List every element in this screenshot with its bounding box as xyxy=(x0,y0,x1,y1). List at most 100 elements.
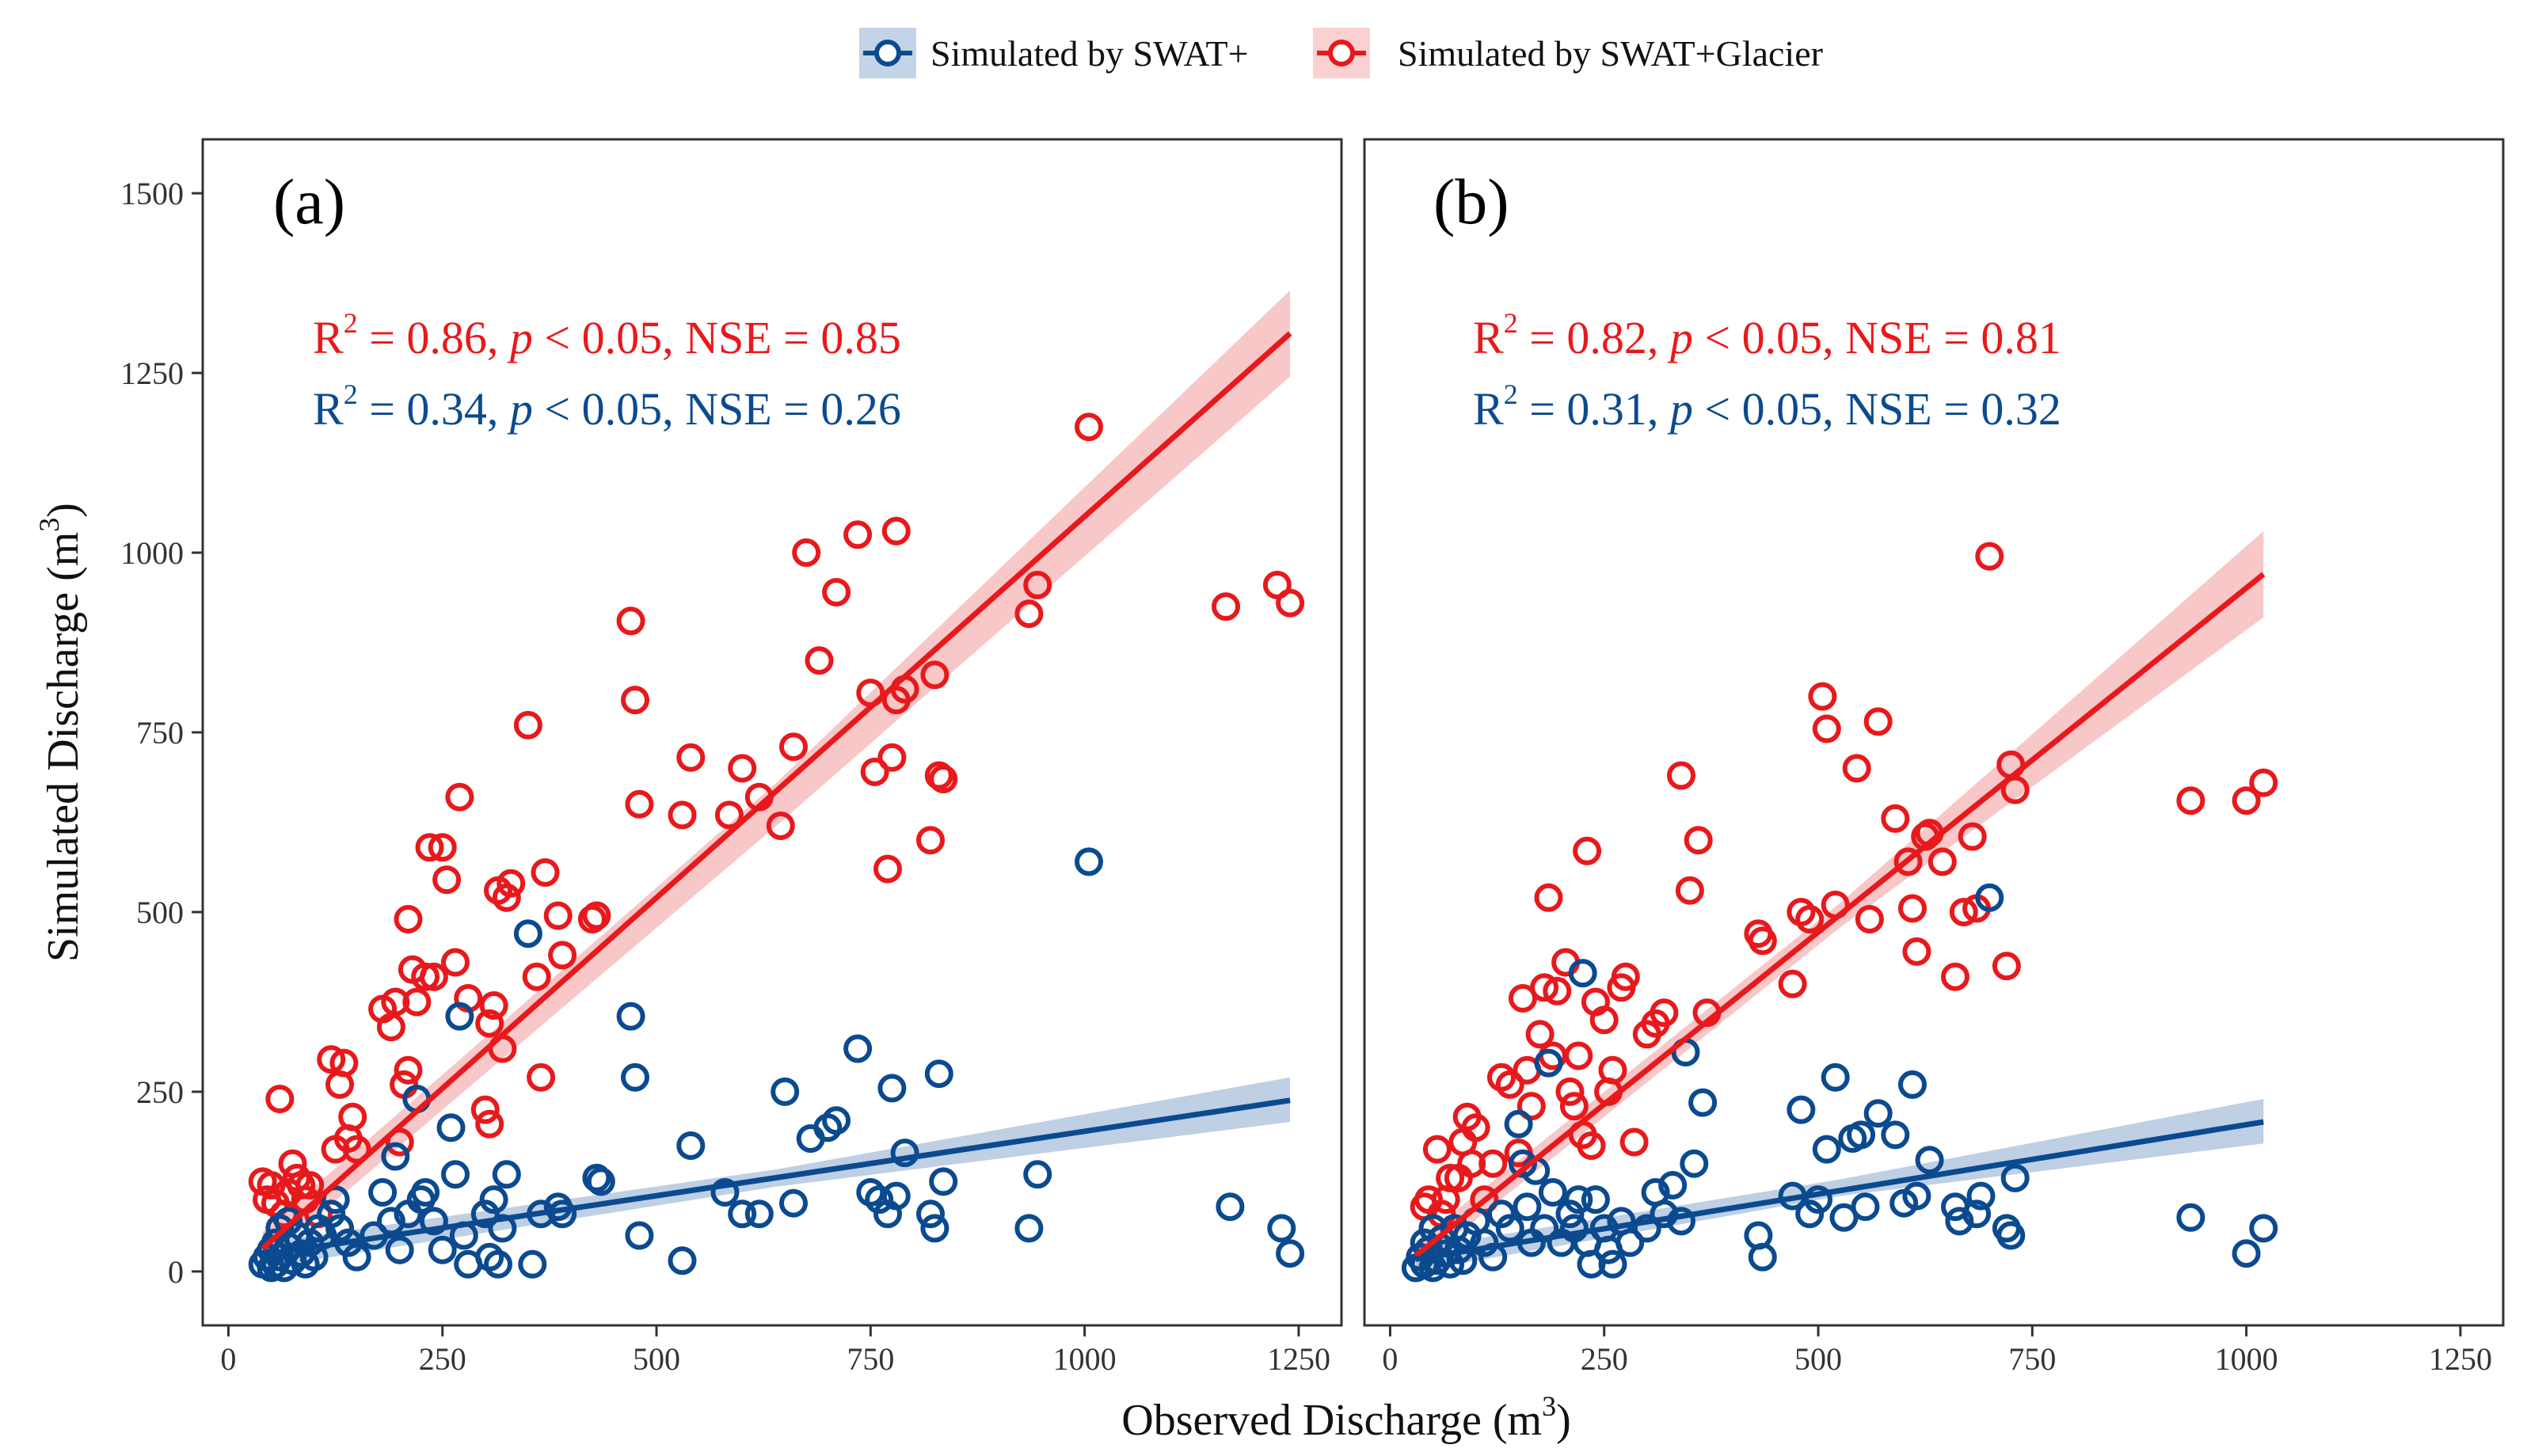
data-point-glacier xyxy=(621,686,649,715)
data-point-glacier xyxy=(616,606,645,636)
data-point-glacier xyxy=(792,538,821,567)
data-point-swat-plus xyxy=(479,1185,508,1215)
data-point-swat-plus xyxy=(1680,1149,1709,1178)
data-point-swat-plus xyxy=(668,1246,697,1275)
x-tick-label: 250 xyxy=(419,1341,466,1377)
panel-a-stat-glacier-p: p xyxy=(507,312,533,363)
panel-b-label: (b) xyxy=(1433,165,1509,238)
panel-a-stat-glacier-rest: < 0.05, NSE = 0.85 xyxy=(533,312,901,363)
data-point-swat-plus xyxy=(877,1074,907,1103)
data-point-glacier xyxy=(1650,998,1679,1028)
panel-a-stat-glacier-sup: 2 xyxy=(344,307,358,339)
data-point-glacier xyxy=(394,1055,423,1085)
data-point-swat-plus xyxy=(710,1178,740,1207)
data-point-swat-plus xyxy=(1966,1181,1996,1211)
legend-key-swat-glacier-marker xyxy=(1328,40,1355,67)
data-point-glacier xyxy=(265,1085,295,1113)
data-point-glacier xyxy=(1898,894,1927,923)
legend-label-swat-glacier: Simulated by SWAT+Glacier xyxy=(1398,33,1823,74)
confidence-band-swat-plus xyxy=(262,1077,1291,1268)
x-axis-title: Observed Discharge (m3) xyxy=(1121,1390,1570,1445)
data-point-swat-plus xyxy=(325,1214,354,1243)
data-point-glacier xyxy=(822,578,851,606)
data-point-swat-plus xyxy=(676,1131,706,1160)
data-point-glacier xyxy=(479,991,508,1020)
data-point-swat-plus xyxy=(744,1199,774,1229)
data-point-swat-plus xyxy=(436,1113,466,1142)
data-point-swat-plus xyxy=(441,1160,470,1189)
data-point-swat-plus xyxy=(1748,1242,1777,1272)
data-point-swat-plus xyxy=(779,1188,808,1218)
data-point-glacier xyxy=(257,1171,286,1199)
data-point-swat-plus xyxy=(1962,1199,1992,1229)
data-point-glacier xyxy=(394,905,423,933)
data-point-glacier xyxy=(402,987,432,1017)
data-point-swat-plus xyxy=(1452,1221,1482,1250)
data-point-glacier xyxy=(1525,1020,1555,1049)
data-point-swat-plus xyxy=(621,1063,649,1092)
data-point-swat-plus xyxy=(317,1199,346,1229)
data-point-swat-plus xyxy=(321,1185,350,1215)
panel-a-stat-swat-rest: < 0.05, NSE = 0.26 xyxy=(533,383,901,435)
data-point-swat-plus xyxy=(470,1199,500,1229)
data-point-swat-plus xyxy=(920,1214,949,1243)
panel-a: 0 250 500 750 1000 1250 1500 0 250 500 750 1000 125… xyxy=(120,138,1343,1377)
data-point-swat-plus xyxy=(518,1249,547,1279)
panel-a-stat-glacier: R2 = 0.86, p < 0.05, NSE = 0.85 xyxy=(313,307,901,363)
data-point-glacier xyxy=(582,901,611,930)
data-point-swat-plus xyxy=(1881,1120,1910,1150)
data-point-glacier xyxy=(1577,1131,1606,1160)
data-point-swat-plus xyxy=(1014,1214,1044,1243)
data-point-swat-plus xyxy=(1504,1109,1533,1139)
y-tick-label: 750 xyxy=(136,715,184,751)
data-point-swat-plus xyxy=(492,1160,521,1189)
panel-a-stat-swat: R2 = 0.34, p < 0.05, NSE = 0.26 xyxy=(313,378,901,435)
data-point-glacier xyxy=(873,854,902,884)
data-point-glacier xyxy=(577,905,607,933)
data-point-swat-plus xyxy=(1538,1178,1567,1207)
y-axis-title-sup: 3 xyxy=(33,518,65,532)
data-point-glacier xyxy=(432,865,462,895)
data-point-glacier xyxy=(411,962,440,991)
data-point-swat-plus xyxy=(274,1207,303,1236)
x-tick-label: 1000 xyxy=(2215,1341,2278,1377)
data-point-glacier xyxy=(625,789,654,819)
data-point-glacier xyxy=(1534,883,1563,912)
legend-item-swat-glacier: Simulated by SWAT+Glacier xyxy=(1313,28,1823,78)
data-point-swat-plus xyxy=(419,1207,448,1236)
data-point-swat-plus xyxy=(2000,1163,2030,1192)
panel-b-frame xyxy=(1363,138,2505,1327)
data-point-glacier xyxy=(1863,707,1893,736)
data-point-glacier xyxy=(1598,1055,1627,1085)
data-point-swat-plus xyxy=(1276,1239,1305,1268)
data-point-glacier xyxy=(924,761,953,790)
data-point-glacier xyxy=(475,1009,504,1038)
legend-key-swat-plus-marker xyxy=(874,40,901,67)
data-point-glacier xyxy=(1902,937,1931,966)
data-point-glacier xyxy=(1573,836,1602,865)
data-point-glacier xyxy=(1212,592,1240,622)
data-point-glacier xyxy=(877,743,907,772)
data-point-glacier xyxy=(1611,962,1640,991)
data-point-glacier xyxy=(329,1048,359,1078)
data-point-swat-plus xyxy=(2249,1214,2278,1243)
data-point-glacier xyxy=(497,869,526,898)
data-point-swat-plus xyxy=(890,1139,919,1168)
panel-a-fit-lines xyxy=(261,331,1292,1258)
data-point-glacier xyxy=(843,520,873,549)
data-point-swat-plus xyxy=(1795,1199,1825,1229)
x-axis-title-sup: 3 xyxy=(1542,1390,1556,1422)
x-tick-label: 1250 xyxy=(1267,1341,1330,1377)
data-point-glacier xyxy=(1927,847,1957,876)
data-point-glacier xyxy=(2249,768,2278,797)
data-point-glacier xyxy=(1812,714,1841,743)
x-tick-label: 750 xyxy=(847,1341,894,1377)
data-point-glacier xyxy=(1276,588,1305,618)
panel-b-stat-swat-value: = 0.31, xyxy=(1518,383,1670,435)
data-point-swat-plus xyxy=(1812,1135,1841,1164)
data-point-glacier xyxy=(1023,570,1052,599)
data-point-glacier xyxy=(1589,1006,1619,1035)
data-point-glacier xyxy=(1075,412,1103,442)
data-point-swat-plus xyxy=(1804,1185,1832,1215)
